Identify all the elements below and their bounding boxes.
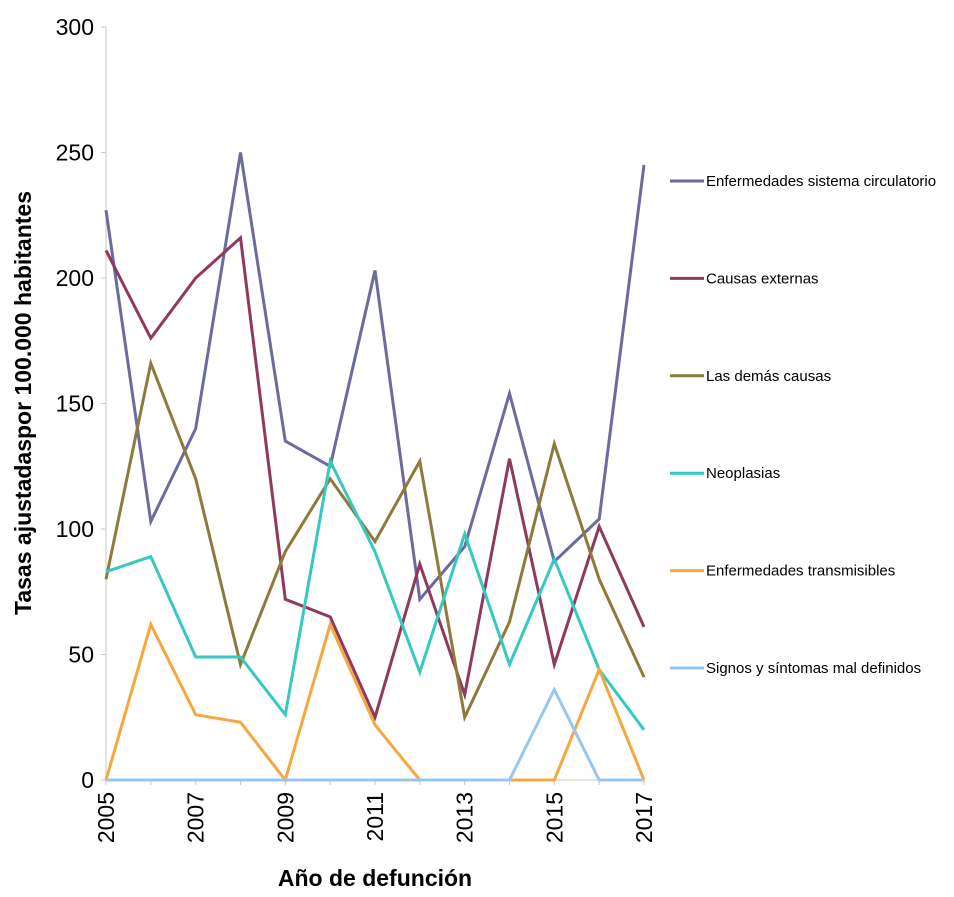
y-tick-label: 0 (81, 767, 94, 793)
legend: Enfermedades sistema circulatorio Causas … (670, 173, 936, 677)
y-tick-label: 300 (56, 14, 94, 40)
series-line-4 (105, 456, 646, 731)
x-tick-label: 2007 (183, 792, 209, 843)
y-tick-label: 250 (56, 140, 94, 166)
legend-label: Las demás causas (706, 368, 831, 385)
legend-label: Signos y síntomas mal definidos (706, 660, 921, 677)
series-line-2 (104, 234, 646, 722)
series-lines (104, 152, 646, 784)
x-tick-label: 2013 (452, 792, 478, 843)
legend-item: Enfermedades sistema circulatorio (670, 173, 936, 190)
legend-item: Causas externas (670, 270, 819, 287)
legend-label: Enfermedades transmisibles (706, 563, 895, 580)
y-tick-label: 200 (56, 265, 94, 291)
x-tick-label: 2015 (541, 792, 567, 843)
legend-label: Causas externas (706, 270, 819, 287)
y-tick-label: 100 (56, 516, 94, 542)
x-tick-label: 2017 (631, 792, 657, 843)
x-tick-label: 2009 (272, 792, 298, 843)
y-tick-label: 50 (68, 642, 94, 668)
legend-item: Signos y síntomas mal definidos (670, 660, 921, 677)
legend-item: Las demás causas (670, 368, 831, 385)
legend-label: Neoplasias (706, 465, 780, 482)
x-tick-labels: 2005 2007 2009 2011 2013 2015 2017 (93, 780, 657, 843)
legend-item: Neoplasias (670, 465, 780, 482)
series-line-6 (106, 686, 644, 782)
x-tick-label: 2011 (362, 792, 388, 841)
series-line-1 (104, 152, 646, 603)
legend-label: Enfermedades sistema circulatorio (706, 173, 936, 190)
x-axis-title: Año de defunción (278, 865, 472, 891)
y-axis-title: Tasas ajustadaspor 100.000 habitantes (10, 191, 36, 615)
legend-item: Enfermedades transmisibles (670, 563, 895, 580)
series-line-5 (104, 620, 646, 784)
series-line-3 (104, 358, 646, 723)
axes (105, 27, 644, 781)
x-tick-label: 2005 (93, 792, 119, 843)
y-tick-labels: 0 50 100 150 200 250 300 (56, 14, 106, 793)
y-tick-label: 150 (56, 391, 94, 417)
